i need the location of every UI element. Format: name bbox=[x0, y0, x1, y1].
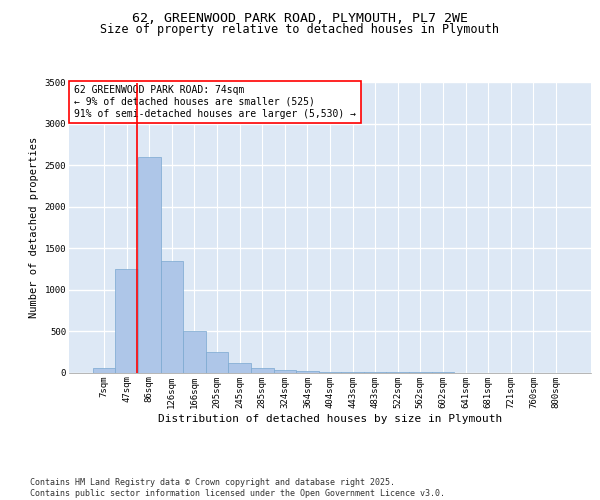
Bar bbox=[115, 269, 138, 372]
Text: Contains HM Land Registry data © Crown copyright and database right 2025.
Contai: Contains HM Land Registry data © Crown c… bbox=[30, 478, 445, 498]
Bar bbox=[251, 368, 274, 372]
Bar bbox=[183, 331, 206, 372]
Bar bbox=[93, 368, 115, 372]
Bar bbox=[274, 370, 296, 372]
Text: Size of property relative to detached houses in Plymouth: Size of property relative to detached ho… bbox=[101, 22, 499, 36]
Y-axis label: Number of detached properties: Number of detached properties bbox=[29, 137, 39, 318]
X-axis label: Distribution of detached houses by size in Plymouth: Distribution of detached houses by size … bbox=[158, 414, 502, 424]
Bar bbox=[161, 260, 183, 372]
Bar bbox=[206, 352, 229, 372]
Bar bbox=[229, 362, 251, 372]
Bar bbox=[296, 371, 319, 372]
Bar bbox=[138, 157, 161, 372]
Text: 62 GREENWOOD PARK ROAD: 74sqm
← 9% of detached houses are smaller (525)
91% of s: 62 GREENWOOD PARK ROAD: 74sqm ← 9% of de… bbox=[74, 86, 356, 118]
Text: 62, GREENWOOD PARK ROAD, PLYMOUTH, PL7 2WE: 62, GREENWOOD PARK ROAD, PLYMOUTH, PL7 2… bbox=[132, 12, 468, 26]
